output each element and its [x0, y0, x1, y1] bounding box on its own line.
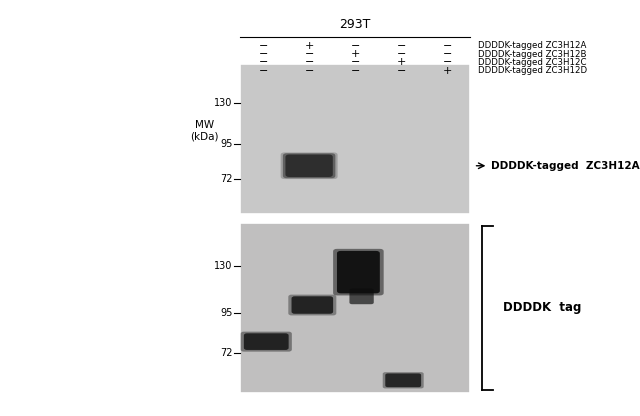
Text: DDDDK-tagged ZC3H12A: DDDDK-tagged ZC3H12A	[478, 41, 586, 50]
FancyBboxPatch shape	[385, 374, 421, 387]
Text: −: −	[443, 41, 452, 51]
Text: DDDDK-tagged ZC3H12B: DDDDK-tagged ZC3H12B	[478, 50, 587, 59]
Text: DDDDK-tagged  ZC3H12A: DDDDK-tagged ZC3H12A	[491, 161, 639, 171]
FancyBboxPatch shape	[337, 251, 380, 293]
Text: −: −	[259, 49, 268, 59]
Text: 95: 95	[220, 139, 232, 149]
Text: MW
(kDa): MW (kDa)	[191, 120, 219, 142]
Text: −: −	[351, 57, 360, 67]
FancyBboxPatch shape	[283, 153, 335, 178]
FancyBboxPatch shape	[292, 296, 333, 314]
Text: 72: 72	[220, 349, 232, 359]
FancyBboxPatch shape	[280, 152, 338, 179]
Text: −: −	[351, 66, 360, 76]
FancyBboxPatch shape	[383, 372, 424, 389]
Text: DDDDK-tagged ZC3H12D: DDDDK-tagged ZC3H12D	[478, 66, 588, 75]
Text: 72: 72	[220, 174, 232, 184]
Text: +: +	[397, 57, 406, 67]
Text: −: −	[305, 66, 314, 76]
Text: DDDDK  tag: DDDDK tag	[503, 301, 581, 314]
Text: 95: 95	[220, 307, 232, 317]
FancyBboxPatch shape	[349, 288, 374, 304]
Text: −: −	[397, 49, 406, 59]
FancyBboxPatch shape	[333, 249, 383, 295]
Text: 130: 130	[214, 261, 232, 271]
FancyBboxPatch shape	[288, 295, 337, 315]
FancyBboxPatch shape	[285, 154, 333, 177]
Text: DDDDK-tagged ZC3H12C: DDDDK-tagged ZC3H12C	[478, 58, 587, 67]
Text: −: −	[397, 66, 406, 76]
Text: −: −	[351, 41, 360, 51]
Text: +: +	[351, 49, 360, 59]
Bar	[240, 64, 470, 214]
FancyBboxPatch shape	[241, 332, 292, 352]
Text: −: −	[259, 41, 268, 51]
Text: 130: 130	[214, 98, 232, 108]
Text: +: +	[443, 66, 452, 76]
Text: −: −	[305, 49, 314, 59]
Text: −: −	[443, 57, 452, 67]
Text: −: −	[443, 49, 452, 59]
Text: −: −	[305, 57, 314, 67]
Text: −: −	[259, 57, 268, 67]
FancyBboxPatch shape	[244, 333, 289, 350]
Text: 293T: 293T	[339, 18, 371, 31]
Text: +: +	[305, 41, 314, 51]
Text: −: −	[259, 66, 268, 76]
Text: −: −	[397, 41, 406, 51]
Bar	[240, 223, 470, 393]
